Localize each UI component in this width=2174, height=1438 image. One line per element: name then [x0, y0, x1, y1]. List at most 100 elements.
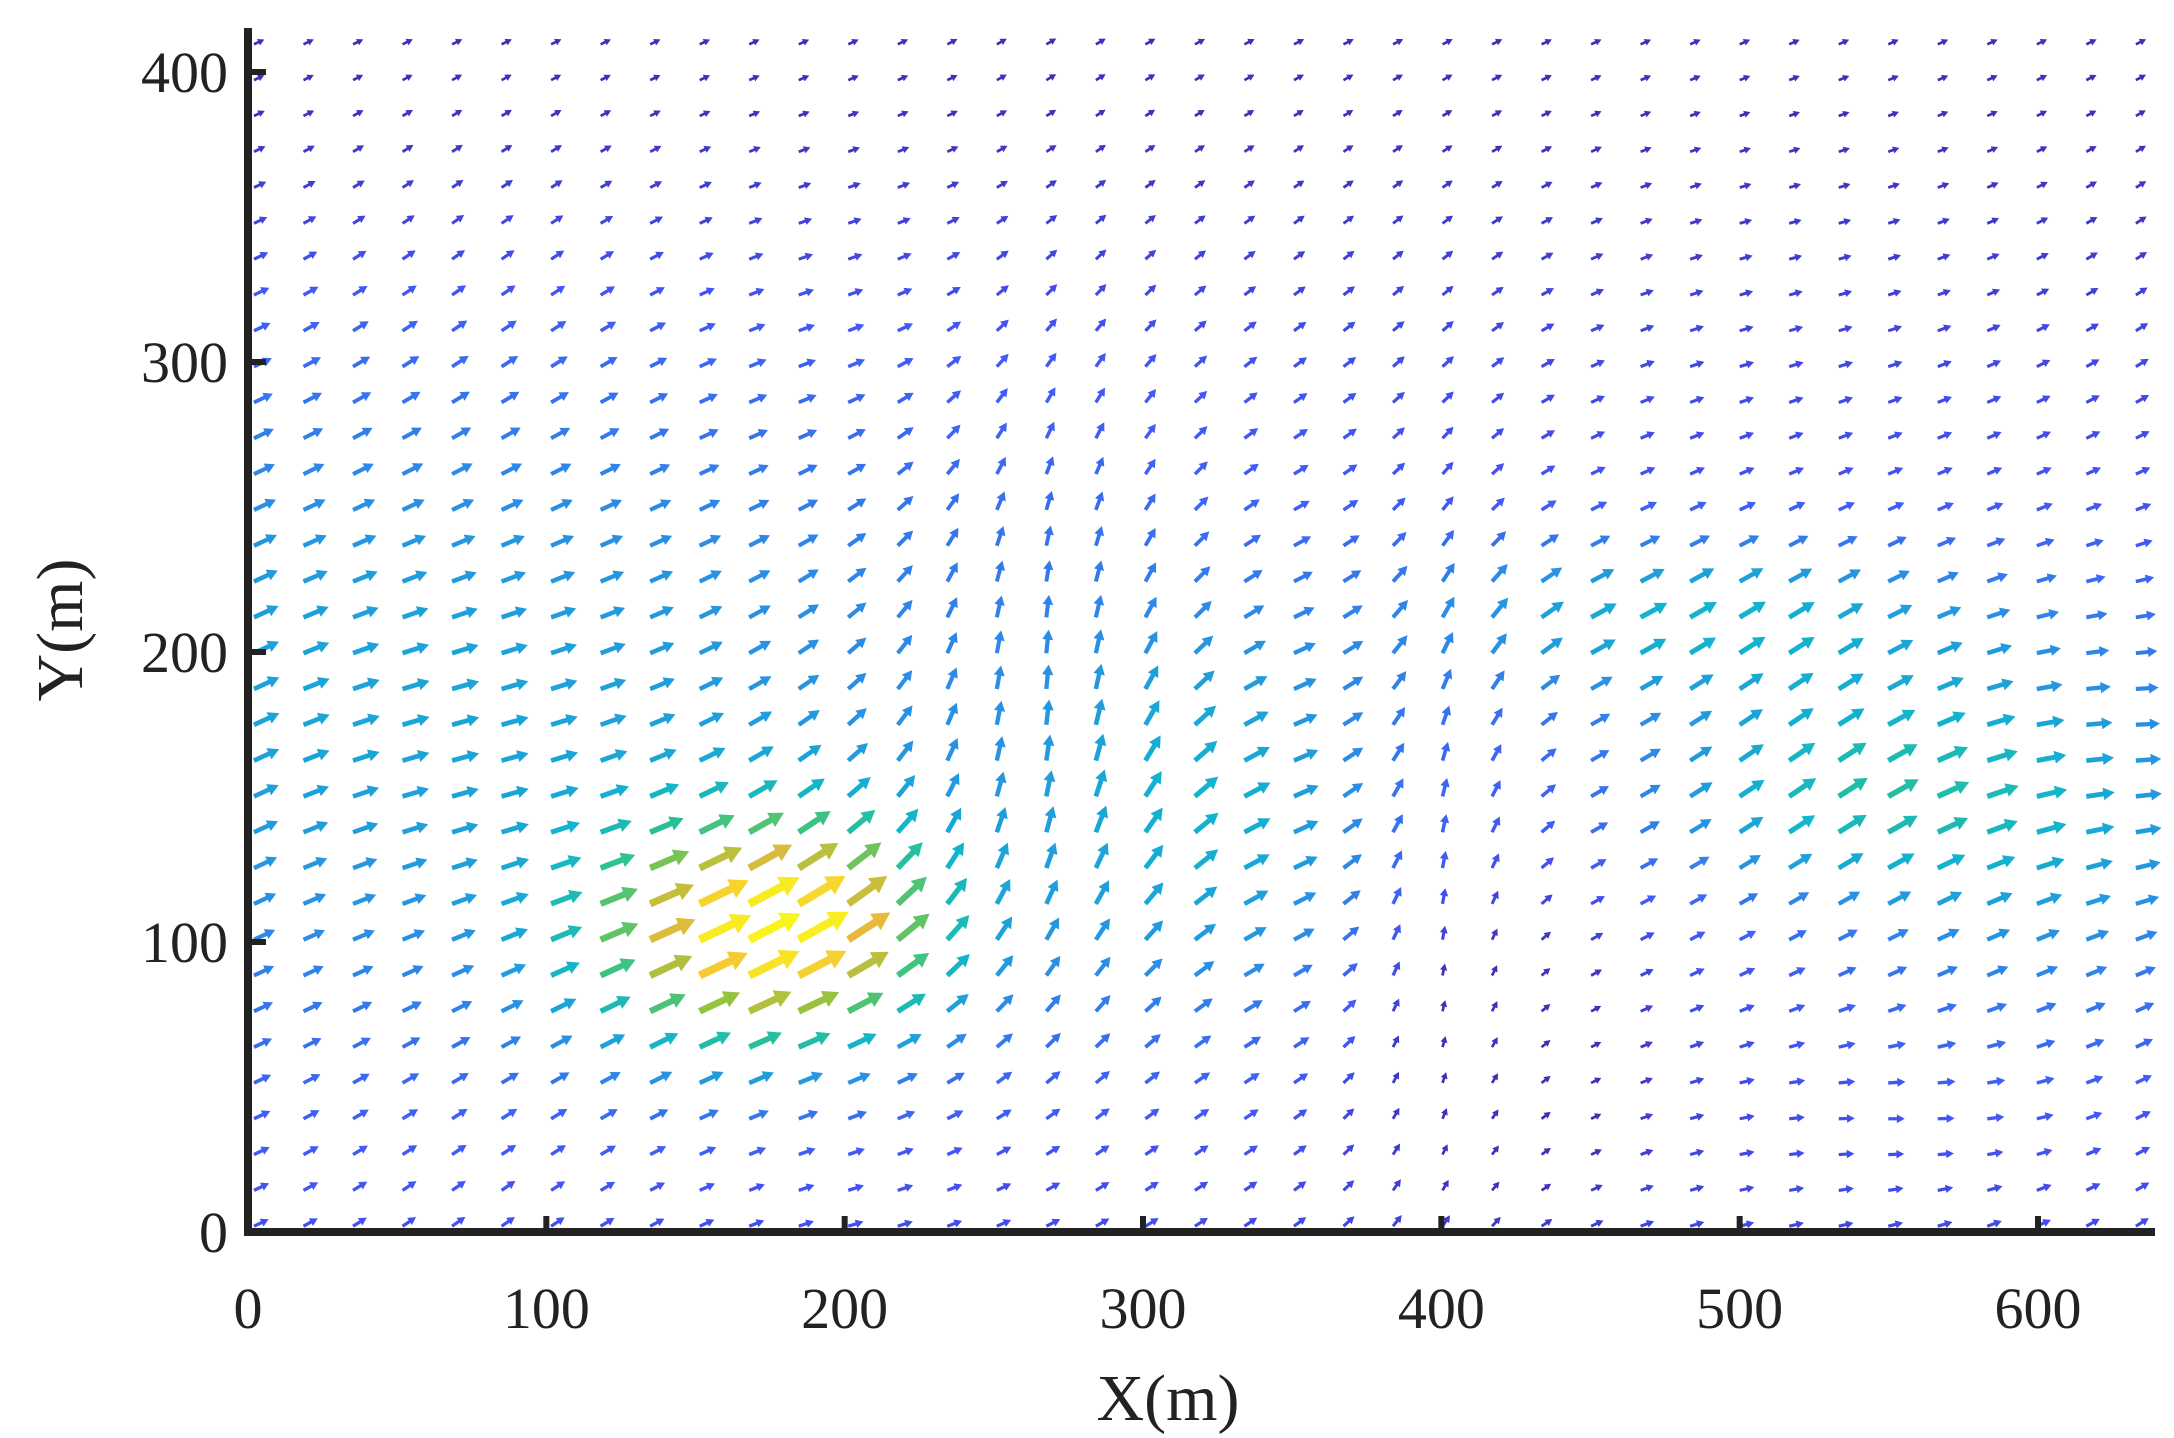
- vector-arrow: [451, 1000, 473, 1014]
- vector-arrow-head: [1797, 892, 1810, 902]
- vector-arrow-head: [658, 428, 670, 438]
- vector-arrow-head: [2099, 893, 2112, 905]
- vector-arrow-head: [1801, 778, 1817, 791]
- vector-arrow: [896, 705, 913, 727]
- vector-arrow: [1937, 1184, 1954, 1194]
- vector-arrow: [1986, 678, 2014, 692]
- vector-arrow: [1342, 1072, 1355, 1085]
- vector-arrow-head: [1000, 215, 1009, 224]
- vector-arrow: [1540, 323, 1555, 333]
- vector-arrow-head: [1594, 969, 1602, 977]
- vector-arrow-head: [1042, 664, 1054, 676]
- vector-arrow: [1441, 215, 1454, 225]
- vector-arrow: [1540, 465, 1556, 476]
- vector-arrow: [500, 250, 515, 261]
- vector-arrow: [500, 1072, 519, 1085]
- vector-arrow: [253, 251, 269, 261]
- vector-arrow: [1986, 748, 2018, 764]
- vector-arrow: [352, 749, 380, 763]
- vector-arrow-head: [1150, 1034, 1161, 1044]
- vector-arrow-head: [1593, 1041, 1602, 1049]
- vector-arrow: [1144, 1218, 1159, 1228]
- vector-arrow: [1193, 923, 1216, 942]
- vector-arrow: [352, 1037, 371, 1049]
- vector-arrow: [945, 667, 958, 690]
- vector-arrow-head: [1100, 1145, 1110, 1154]
- vector-arrow: [847, 288, 864, 297]
- vector-arrow: [1342, 818, 1363, 834]
- vector-arrow: [1293, 393, 1308, 404]
- vector-arrow-head: [1442, 1215, 1451, 1224]
- vector-arrow-head: [807, 710, 820, 721]
- vector-arrow: [1540, 110, 1552, 118]
- vector-arrow-head: [1197, 109, 1205, 117]
- vector-arrow: [1838, 253, 1852, 262]
- vector-arrow-head: [508, 391, 520, 401]
- vector-arrow: [1392, 250, 1404, 261]
- vector-arrow: [1937, 217, 1950, 225]
- vector-arrow-head: [1347, 321, 1356, 330]
- vector-arrow-head: [855, 672, 867, 684]
- vector-arrow: [1193, 635, 1214, 655]
- vector-arrow-head: [2147, 646, 2158, 658]
- vector-arrow: [2085, 1218, 2100, 1228]
- vector-arrow-head: [1002, 1109, 1012, 1118]
- vector-arrow: [1391, 998, 1400, 1012]
- vector-arrow-head: [2150, 823, 2162, 836]
- vector-arrow: [995, 1109, 1012, 1121]
- vector-arrow: [1540, 711, 1558, 727]
- vector-arrow-head: [564, 642, 577, 654]
- vector-arrow-head: [1593, 1005, 1602, 1013]
- vector-arrow-head: [1844, 289, 1853, 297]
- vector-arrow-head: [1744, 253, 1753, 262]
- vector-arrow: [1640, 1005, 1654, 1013]
- vector-arrow: [1490, 463, 1505, 476]
- vector-arrow-head: [357, 215, 366, 223]
- vector-arrow: [2086, 646, 2110, 657]
- vector-arrow: [748, 146, 761, 154]
- vector-arrow: [896, 358, 914, 369]
- vector-arrow: [1490, 1037, 1498, 1048]
- vector-arrow: [1689, 1040, 1705, 1049]
- vector-arrow-head: [1198, 355, 1208, 365]
- vector-arrow-head: [611, 534, 624, 546]
- vector-arrow: [1540, 534, 1560, 548]
- vector-arrow-head: [553, 110, 562, 117]
- vector-arrow: [1093, 880, 1110, 905]
- vector-arrow-head: [556, 1145, 567, 1154]
- vector-arrow: [352, 1145, 368, 1157]
- vector-arrow: [1986, 891, 2013, 907]
- vector-arrow: [1689, 217, 1703, 226]
- vector-arrow-head: [1795, 1220, 1804, 1229]
- vector-arrow-head: [1746, 501, 1757, 510]
- vector-arrow: [1787, 672, 1814, 692]
- vector-arrow-head: [1495, 428, 1505, 437]
- vector-arrow-head: [1445, 356, 1454, 365]
- vector-arrow-head: [1352, 676, 1364, 687]
- vector-arrow: [996, 145, 1008, 153]
- vector-arrow-head: [1296, 110, 1304, 117]
- vector-arrow: [1293, 286, 1306, 297]
- vector-arrow-head: [1844, 360, 1854, 369]
- vector-arrow-head: [609, 428, 620, 438]
- vector-arrow: [649, 428, 670, 441]
- vector-arrow-head: [1495, 181, 1503, 188]
- vector-arrow-head: [257, 145, 266, 153]
- vector-arrow-head: [1894, 466, 1904, 475]
- vector-arrow: [352, 570, 378, 584]
- vector-arrow: [1342, 428, 1357, 440]
- vector-arrow: [2085, 893, 2112, 907]
- vector-arrow: [1837, 966, 1857, 978]
- vector-arrow-head: [755, 287, 765, 296]
- vector-arrow: [599, 784, 630, 799]
- vector-arrow: [1391, 887, 1402, 905]
- vector-arrow-head: [1202, 961, 1215, 972]
- vector-arrow: [847, 1219, 864, 1228]
- vector-arrow-head: [1645, 1112, 1654, 1121]
- vector-arrow: [2085, 1002, 2106, 1014]
- vector-arrow: [2085, 965, 2108, 978]
- vector-arrow-head: [621, 886, 638, 902]
- vector-arrow-head: [660, 1071, 673, 1082]
- vector-arrow-head: [995, 560, 1005, 572]
- vector-arrow: [1788, 289, 1803, 298]
